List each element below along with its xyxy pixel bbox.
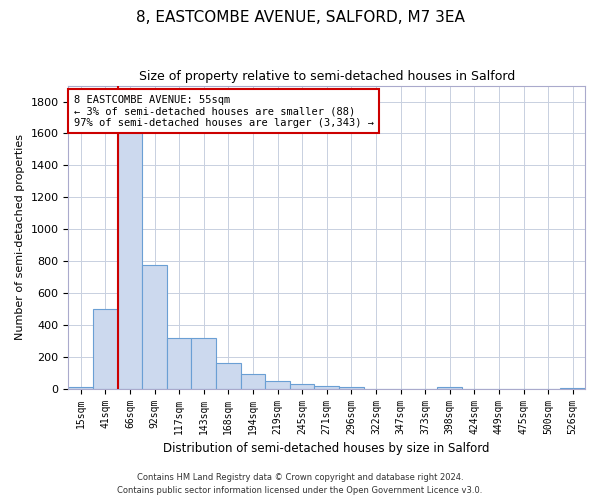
Bar [142, 265, 167, 388]
Bar [93, 309, 118, 388]
Bar [314, 386, 339, 388]
Bar [241, 374, 265, 388]
Bar [290, 384, 314, 388]
Bar [265, 380, 290, 388]
Bar [339, 387, 364, 388]
Bar [191, 338, 216, 388]
X-axis label: Distribution of semi-detached houses by size in Salford: Distribution of semi-detached houses by … [163, 442, 490, 455]
Bar [216, 363, 241, 388]
Y-axis label: Number of semi-detached properties: Number of semi-detached properties [15, 134, 25, 340]
Text: 8 EASTCOMBE AVENUE: 55sqm
← 3% of semi-detached houses are smaller (88)
97% of s: 8 EASTCOMBE AVENUE: 55sqm ← 3% of semi-d… [74, 94, 374, 128]
Bar [118, 120, 142, 388]
Bar [437, 387, 462, 388]
Text: 8, EASTCOMBE AVENUE, SALFORD, M7 3EA: 8, EASTCOMBE AVENUE, SALFORD, M7 3EA [136, 10, 464, 25]
Bar [68, 387, 93, 388]
Text: Contains HM Land Registry data © Crown copyright and database right 2024.
Contai: Contains HM Land Registry data © Crown c… [118, 474, 482, 495]
Title: Size of property relative to semi-detached houses in Salford: Size of property relative to semi-detach… [139, 70, 515, 83]
Bar [167, 338, 191, 388]
